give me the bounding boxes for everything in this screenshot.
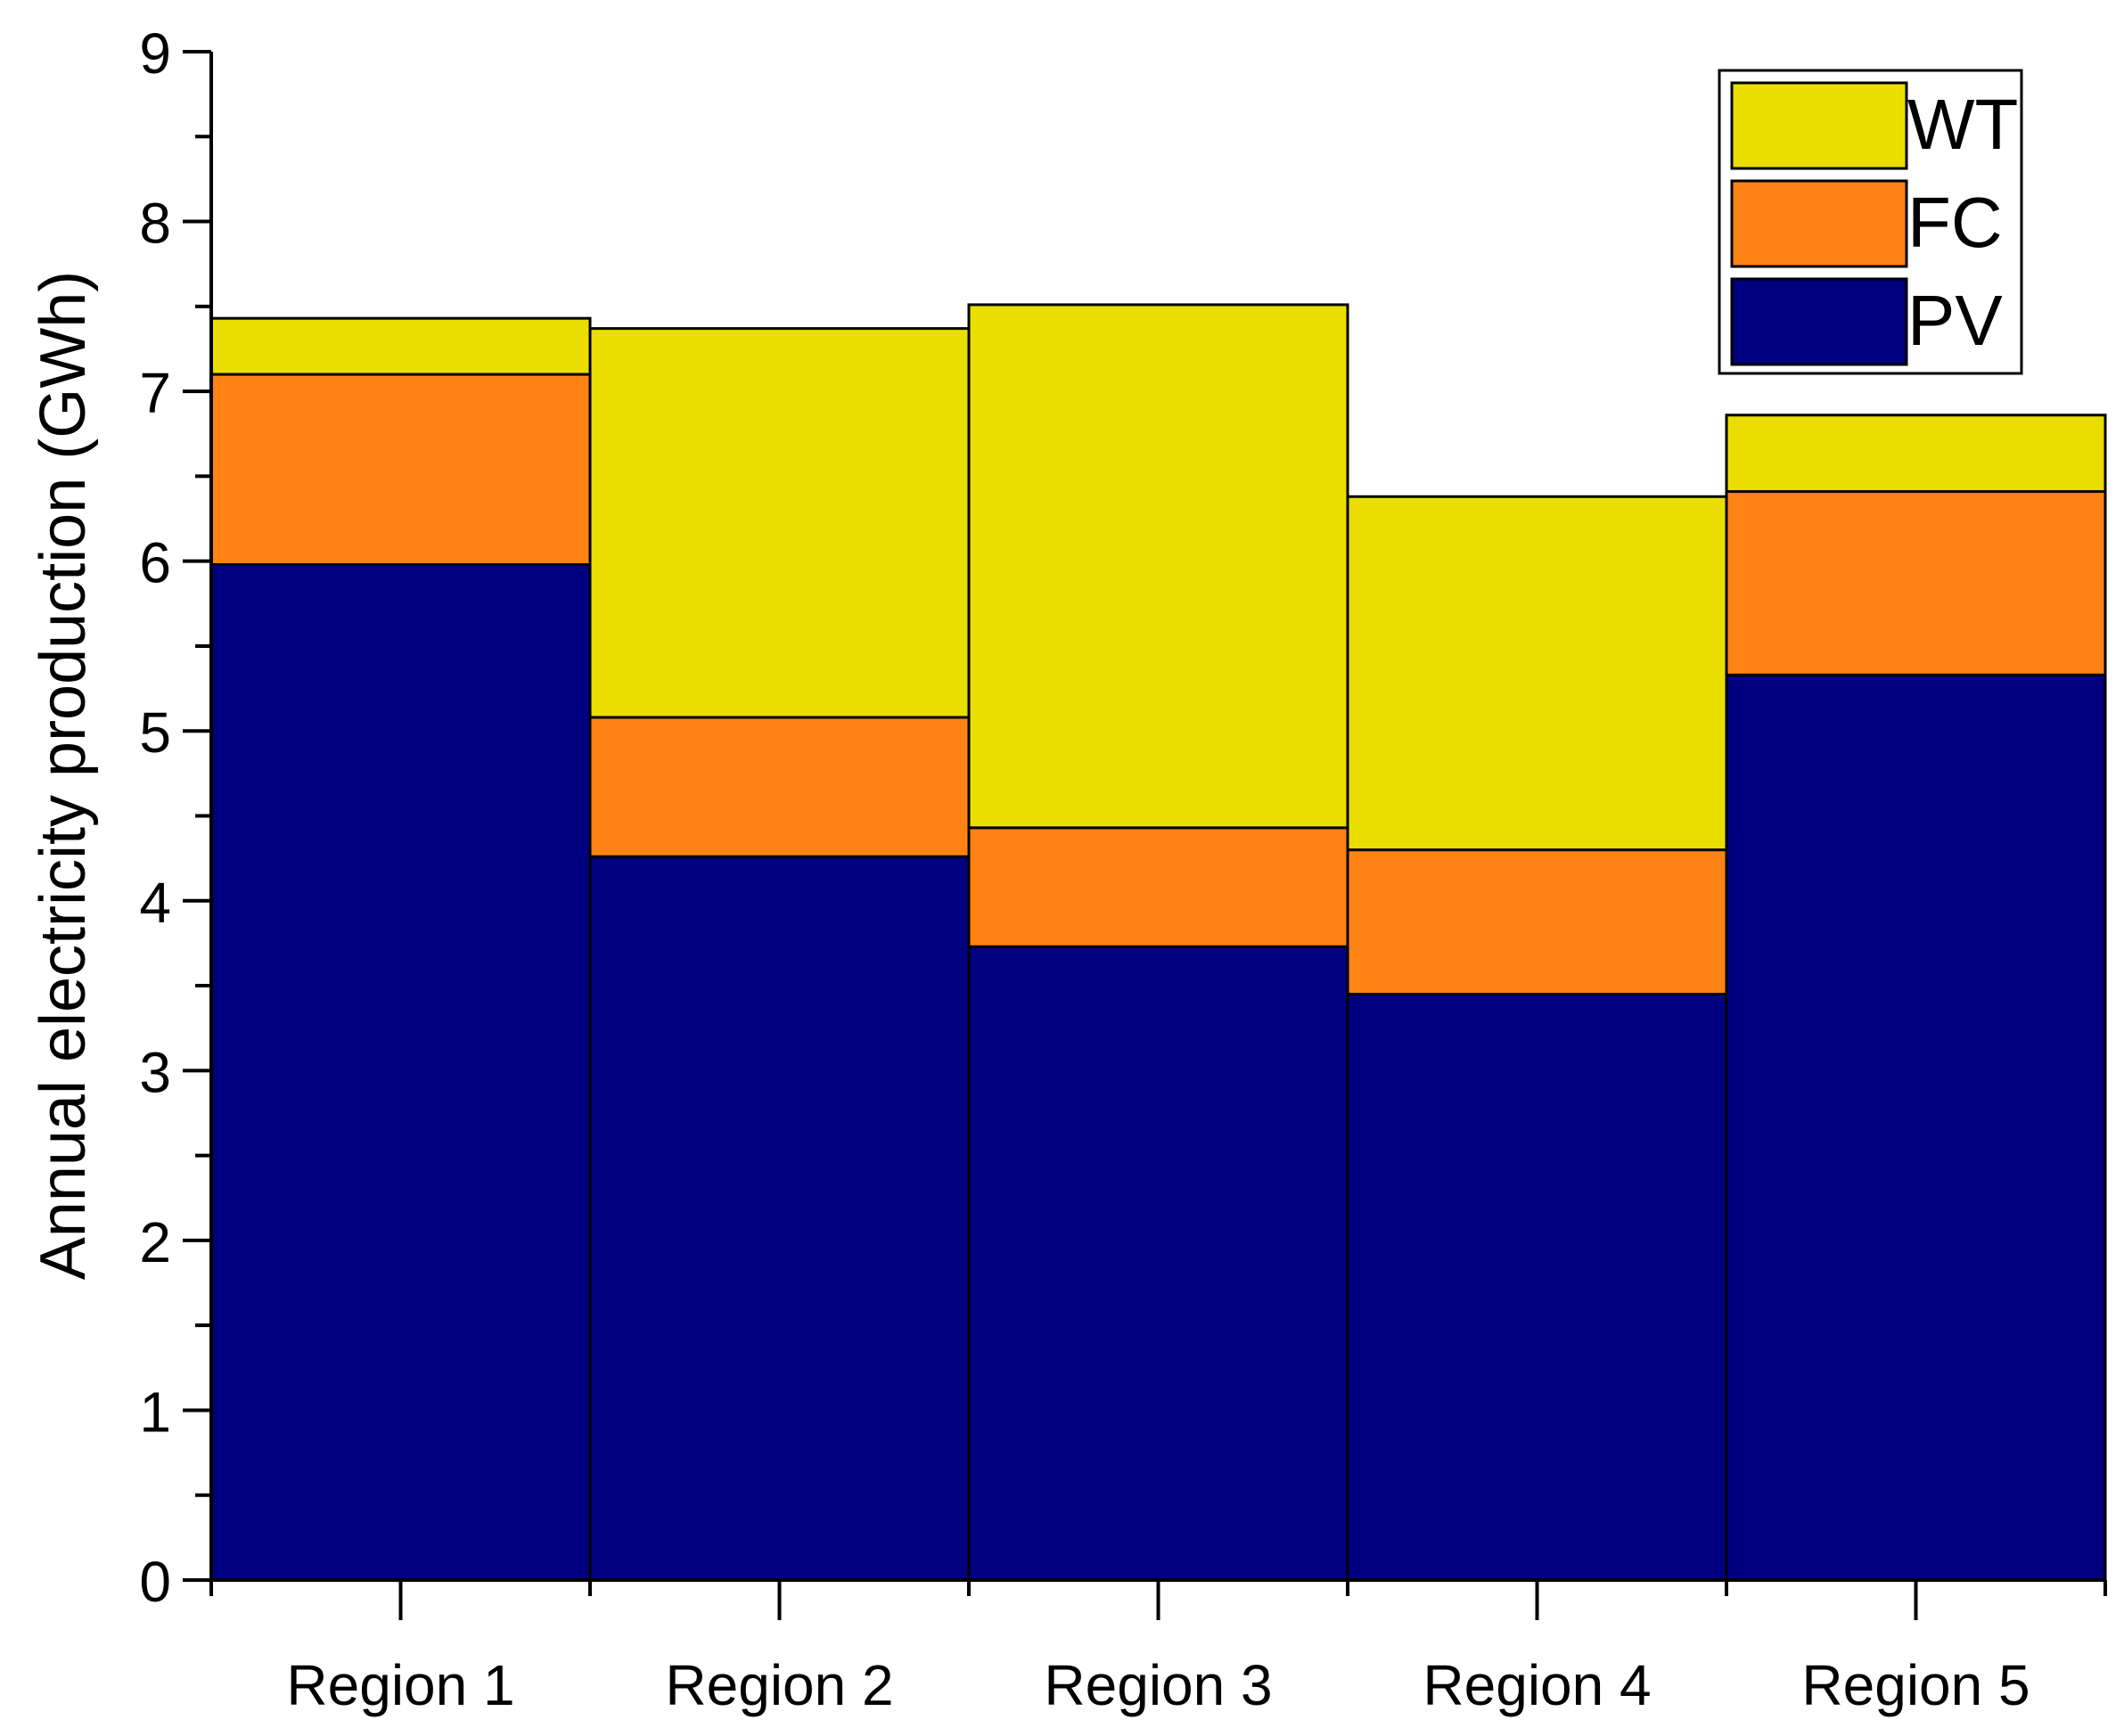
bar-fc-region-1 bbox=[209, 373, 592, 566]
x-tick-label-region-4: Region 4 bbox=[1423, 1653, 1651, 1717]
bar-fc-region-3 bbox=[967, 826, 1349, 948]
bar-fc-region-2 bbox=[588, 716, 971, 858]
bar-wt-region-4 bbox=[1346, 495, 1728, 852]
y-axis-title: Annual electricity production (GWh) bbox=[28, 271, 99, 1280]
y-tick-label-7: 7 bbox=[139, 361, 171, 425]
y-tick-label-3: 3 bbox=[139, 1040, 171, 1104]
bar-pv-region-3 bbox=[967, 945, 1349, 1582]
y-ticks-layer: 0 1 2 3 4 5 6 7 8 9 bbox=[139, 21, 211, 1614]
bar-pv-region-5 bbox=[1725, 673, 2107, 1582]
y-tick-label-0: 0 bbox=[139, 1550, 171, 1614]
x-ticks-layer: Region 1 Region 2 Region 3 Region 4 Region 5 bbox=[209, 1580, 2107, 1717]
x-tick-label-region-3: Region 3 bbox=[1044, 1653, 1272, 1717]
bar-fc-region-5 bbox=[1725, 490, 2107, 676]
y-tick-label-4: 4 bbox=[139, 871, 171, 935]
legend-swatch-fc bbox=[1730, 179, 1908, 268]
legend-label-pv: PV bbox=[1907, 281, 2003, 360]
bar-pv-region-4 bbox=[1346, 993, 1728, 1582]
y-tick-label-8: 8 bbox=[139, 192, 171, 256]
bar-wt-region-2 bbox=[588, 327, 971, 719]
x-tick-label-region-5: Region 5 bbox=[1801, 1653, 2030, 1717]
bar-pv-region-2 bbox=[588, 855, 971, 1582]
bars-layer bbox=[209, 303, 2107, 1582]
y-tick-label-2: 2 bbox=[139, 1210, 171, 1274]
legend: WT FC PV bbox=[1718, 69, 2023, 375]
y-tick-label-5: 5 bbox=[139, 700, 171, 765]
bar-pv-region-1 bbox=[209, 562, 592, 1582]
bar-wt-region-5 bbox=[1725, 414, 2107, 494]
y-tick-label-1: 1 bbox=[139, 1380, 171, 1444]
y-tick-label-6: 6 bbox=[139, 531, 171, 595]
bar-wt-region-3 bbox=[967, 303, 1349, 830]
bar-wt-region-1 bbox=[209, 316, 592, 376]
y-tick-label-9: 9 bbox=[139, 21, 171, 86]
legend-swatch-pv bbox=[1730, 277, 1908, 366]
legend-label-wt: WT bbox=[1907, 85, 2018, 164]
x-tick-label-region-2: Region 2 bbox=[665, 1653, 893, 1717]
legend-swatch-wt bbox=[1730, 81, 1908, 170]
bar-fc-region-4 bbox=[1346, 848, 1728, 996]
x-tick-label-region-1: Region 1 bbox=[286, 1653, 514, 1717]
legend-label-fc: FC bbox=[1907, 183, 2003, 262]
